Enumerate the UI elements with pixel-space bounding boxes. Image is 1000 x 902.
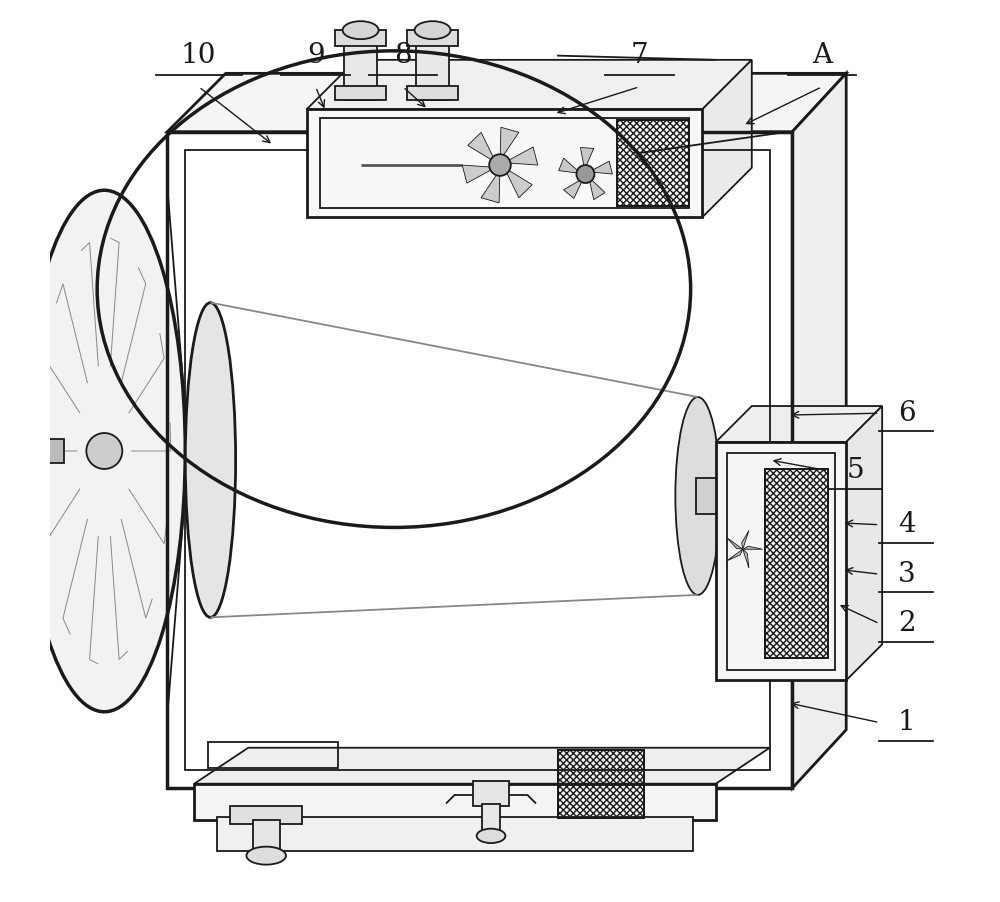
Polygon shape [468, 133, 500, 165]
Bar [482, 805, 500, 836]
Polygon shape [727, 538, 743, 549]
Polygon shape [307, 60, 752, 109]
Bar [473, 781, 509, 806]
Polygon shape [585, 161, 612, 174]
Ellipse shape [576, 165, 594, 183]
Bar [416, 28, 449, 100]
Bar [716, 442, 846, 680]
Polygon shape [559, 158, 585, 174]
Text: 5: 5 [846, 457, 864, 484]
Polygon shape [462, 165, 500, 183]
Bar [217, 817, 693, 851]
Polygon shape [743, 547, 763, 549]
Polygon shape [500, 165, 532, 198]
Bar [407, 86, 458, 100]
Bar [307, 109, 702, 217]
Bar [765, 469, 828, 658]
Polygon shape [716, 406, 882, 442]
Polygon shape [702, 60, 752, 217]
Polygon shape [846, 406, 882, 680]
Ellipse shape [246, 847, 286, 865]
Ellipse shape [185, 303, 236, 617]
Polygon shape [564, 174, 585, 198]
Bar [335, 86, 386, 100]
Polygon shape [792, 73, 846, 788]
Bar [765, 469, 828, 658]
Bar [46, 439, 64, 463]
Bar [617, 120, 689, 207]
Text: 2: 2 [898, 610, 915, 637]
Polygon shape [194, 748, 770, 784]
Bar [558, 750, 644, 818]
Bar [167, 132, 792, 788]
Polygon shape [727, 549, 743, 561]
Bar [320, 118, 689, 208]
Text: 6: 6 [898, 400, 915, 427]
Bar [208, 742, 338, 768]
Bar [230, 806, 302, 824]
Bar [185, 150, 770, 770]
Text: 10: 10 [181, 41, 217, 69]
Polygon shape [500, 147, 538, 165]
Text: 1: 1 [898, 709, 915, 736]
Ellipse shape [477, 829, 505, 843]
Ellipse shape [343, 21, 379, 39]
Polygon shape [580, 148, 594, 174]
Polygon shape [585, 174, 605, 199]
Ellipse shape [415, 21, 451, 39]
Polygon shape [743, 549, 749, 568]
Ellipse shape [86, 433, 122, 469]
Bar [194, 784, 716, 820]
Bar [253, 820, 280, 856]
Text: 7: 7 [631, 41, 648, 69]
Bar [344, 28, 377, 100]
Text: 3: 3 [898, 561, 915, 588]
Bar [696, 478, 736, 514]
Polygon shape [481, 165, 500, 203]
Ellipse shape [23, 190, 185, 712]
Polygon shape [167, 73, 846, 132]
Bar [335, 30, 386, 46]
Polygon shape [742, 530, 749, 549]
Text: 4: 4 [898, 511, 915, 538]
Text: A: A [812, 41, 832, 69]
Ellipse shape [489, 154, 511, 176]
Bar [617, 120, 689, 207]
Bar [407, 30, 458, 46]
Text: 9: 9 [307, 41, 324, 69]
Bar [727, 453, 835, 669]
Text: 8: 8 [394, 41, 412, 69]
Ellipse shape [675, 397, 720, 595]
Bar [558, 750, 644, 818]
Polygon shape [500, 127, 519, 165]
